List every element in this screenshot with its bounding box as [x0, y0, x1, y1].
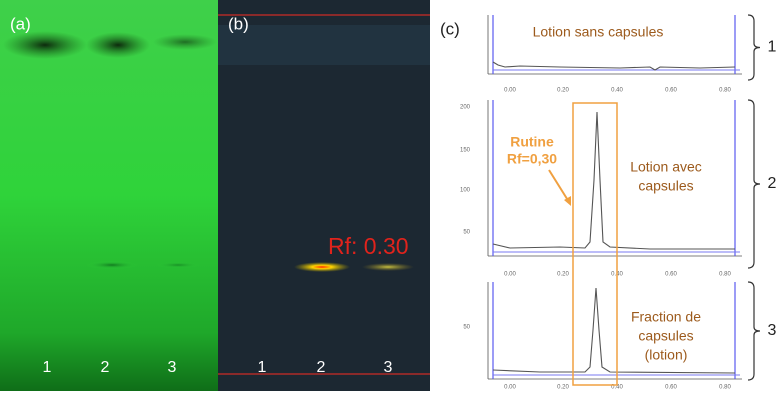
- y-tick-label: 100: [460, 188, 471, 194]
- callout: Rutine: [510, 134, 554, 150]
- y-tick-label: 150: [460, 148, 471, 154]
- callout: Rf=0,30: [507, 151, 557, 167]
- x-tick-label: 0.20: [557, 88, 569, 94]
- x-tick-label: 0.00: [504, 88, 516, 94]
- front-band: [153, 34, 217, 50]
- spot: [294, 262, 350, 272]
- trace-title: Fraction de: [631, 309, 701, 325]
- trace-title: Lotion avec: [630, 159, 702, 175]
- x-tick-label: 0.80: [719, 88, 731, 94]
- lane-number: 1: [258, 359, 267, 376]
- trace-title: Lotion sans capsules: [533, 24, 664, 40]
- panel-label: (b): [228, 14, 249, 33]
- x-tick-label: 0.80: [719, 272, 731, 278]
- spot: [362, 263, 414, 271]
- trace-title: capsules: [638, 328, 693, 344]
- y-tick-label: 200: [460, 105, 471, 111]
- plate-a: [0, 0, 218, 391]
- spot: [156, 262, 200, 268]
- brace: [747, 14, 761, 81]
- trace-number: 2: [768, 175, 777, 192]
- annotation: Rf: 0.30: [328, 233, 409, 259]
- y-tick-label: 50: [463, 230, 470, 236]
- arrow: [548, 169, 570, 203]
- y-tick-label: 50: [463, 325, 470, 331]
- x-tick-label: 0.40: [611, 88, 623, 94]
- trace-number: 3: [768, 322, 777, 339]
- x-tick-label: 0.20: [557, 385, 569, 391]
- brace: [747, 99, 761, 269]
- x-tick-label: 0.80: [719, 385, 731, 391]
- brace: [747, 281, 761, 381]
- front-band: [3, 31, 87, 59]
- trace-title: (lotion): [645, 347, 688, 363]
- lane-number: 3: [384, 359, 393, 376]
- x-tick-label: 0.00: [504, 385, 516, 391]
- front-band: [218, 25, 430, 65]
- trace: [492, 61, 736, 71]
- traces: 0.00 0.20 0.40 0.60 0.80 Lotion sans capsules…: [460, 14, 777, 391]
- trace-number: 1: [768, 39, 777, 56]
- plate-b: [218, 0, 430, 391]
- trace-title: capsules: [638, 178, 693, 194]
- x-tick-label: 0.20: [557, 272, 569, 278]
- lane-number: 1: [43, 359, 52, 376]
- spot: [86, 261, 138, 269]
- lane-number: 3: [168, 359, 177, 376]
- lane-number: 2: [101, 359, 110, 376]
- panel-label: (a): [10, 14, 31, 33]
- trace: [492, 287, 736, 374]
- lane-number: 2: [317, 359, 326, 376]
- x-tick-label: 0.40: [611, 385, 623, 391]
- arrowhead: [564, 196, 571, 206]
- x-tick-label: 0.60: [665, 385, 677, 391]
- panel-label: (c): [440, 19, 460, 38]
- highlight-box: [572, 102, 618, 386]
- x-tick-label: 0.60: [665, 88, 677, 94]
- front-band: [86, 32, 150, 58]
- x-tick-label: 0.00: [504, 272, 516, 278]
- x-tick-label: 0.60: [665, 272, 677, 278]
- panel-c: [430, 0, 782, 391]
